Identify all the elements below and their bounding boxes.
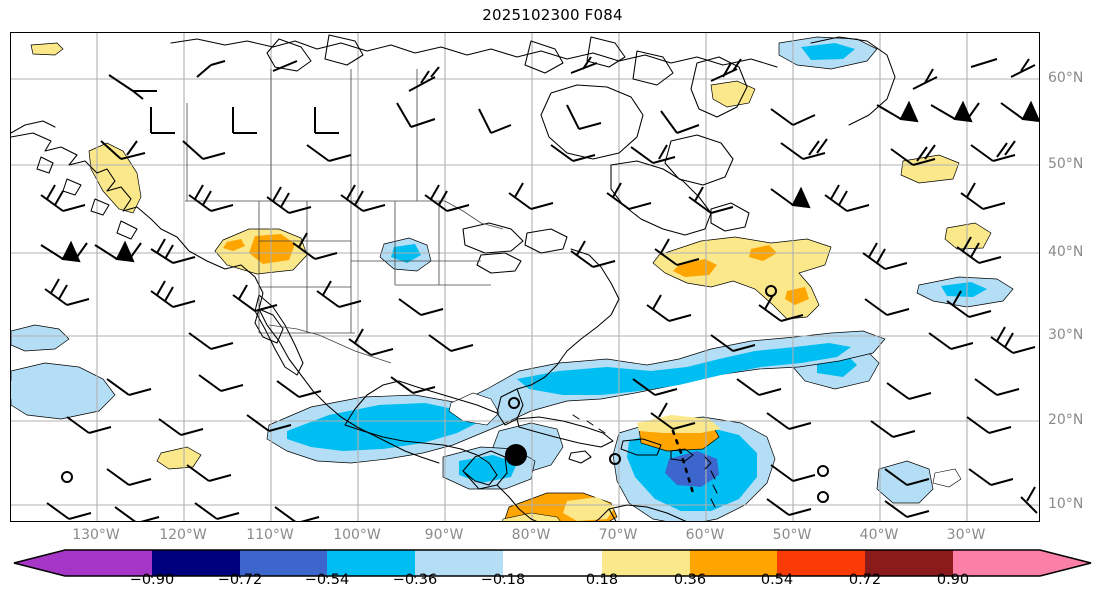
lon-tick-100w: 100°W <box>333 527 381 543</box>
lon-tick-70w: 70°W <box>598 527 638 543</box>
map-canvas <box>11 33 1039 521</box>
colorbar-tick-8: 0.72 <box>848 572 882 588</box>
colorbar-tick-0: −0.90 <box>129 572 175 588</box>
colorbar-tick-9: 0.90 <box>936 572 970 588</box>
colorbar-swatches <box>13 549 1092 578</box>
colorbar: −0.90 −0.72 −0.54 −0.36 −0.18 0.18 0.36 … <box>0 548 1105 610</box>
lon-tick-50w: 50°W <box>772 527 812 543</box>
colorbar-tick-6: 0.36 <box>673 572 707 588</box>
colorbar-tick-1: −0.72 <box>217 572 263 588</box>
colorbar-tick-2: −0.54 <box>304 572 350 588</box>
lat-tick-60n: 60°N <box>1048 70 1084 86</box>
lat-tick-10n: 10°N <box>1048 496 1084 512</box>
coastline-layer <box>11 34 896 521</box>
lat-tick-40n: 40°N <box>1048 244 1084 260</box>
lon-tick-40w: 40°W <box>859 527 899 543</box>
page-title: 2025102300 F084 <box>482 6 623 24</box>
lon-tick-90w: 90°W <box>424 527 464 543</box>
lat-tick-30n: 30°N <box>1048 327 1084 343</box>
border-layer <box>185 69 504 364</box>
wind-barb-layer <box>40 56 1039 521</box>
map-panel <box>10 32 1040 522</box>
lat-tick-20n: 20°N <box>1048 412 1084 428</box>
lon-tick-120w: 120°W <box>159 527 207 543</box>
station-marker-layer <box>61 285 829 503</box>
lon-tick-130w: 130°W <box>72 527 120 543</box>
lon-tick-30w: 30°W <box>946 527 986 543</box>
colorbar-tick-3: −0.36 <box>392 572 438 588</box>
lon-tick-60w: 60°W <box>685 527 725 543</box>
colorbar-tick-4: −0.18 <box>480 572 526 588</box>
colorbar-tick-5: 0.18 <box>585 572 619 588</box>
trough-line <box>671 429 695 495</box>
lat-tick-50n: 50°N <box>1048 156 1084 172</box>
lon-tick-110w: 110°W <box>246 527 294 543</box>
lon-tick-80w: 80°W <box>511 527 551 543</box>
colorbar-tick-7: 0.54 <box>760 572 794 588</box>
filled-contour-layer <box>11 36 1014 521</box>
